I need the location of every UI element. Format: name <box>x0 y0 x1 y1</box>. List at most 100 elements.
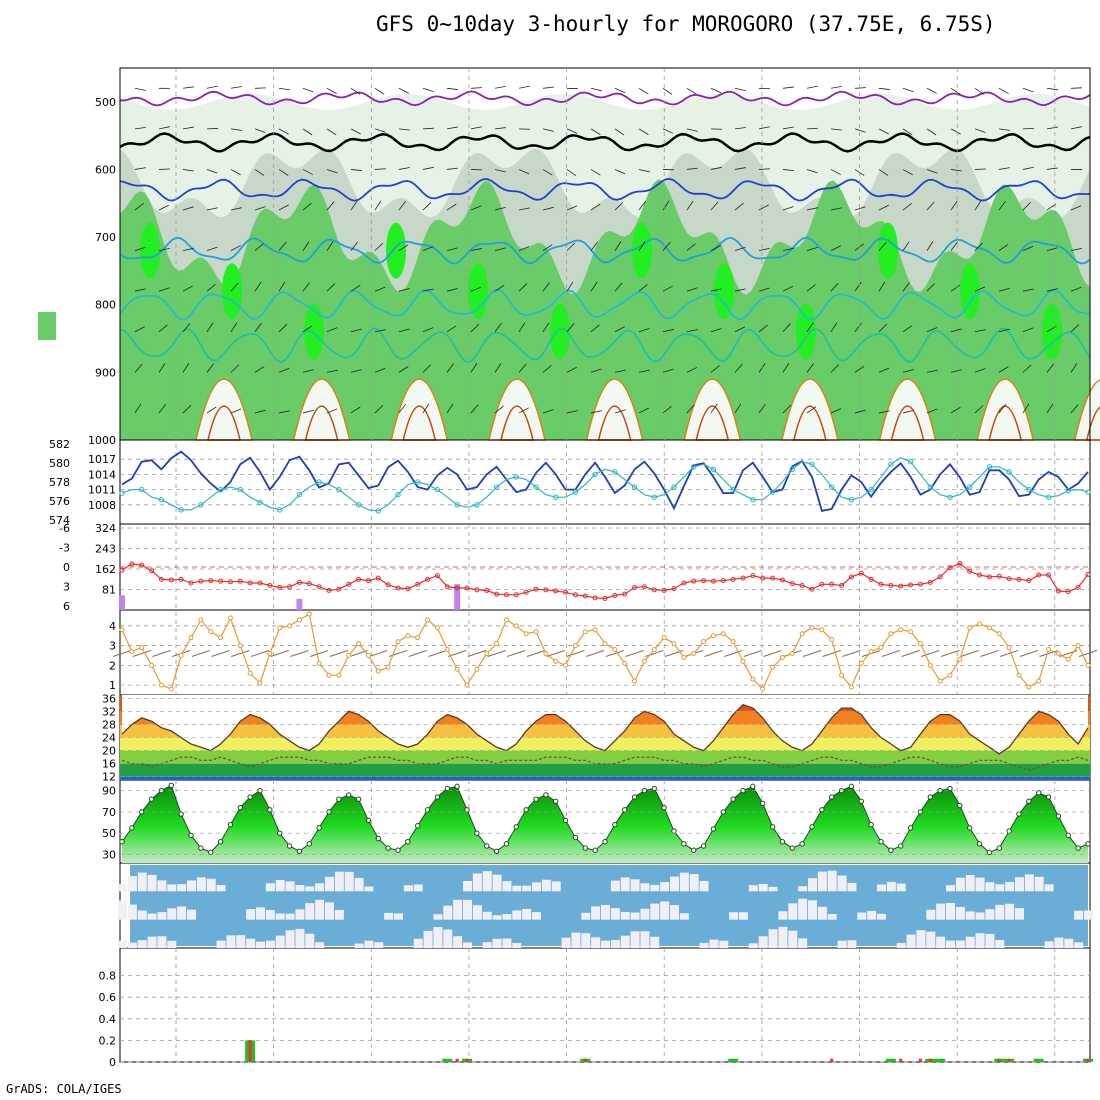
rh-point <box>700 843 707 849</box>
li-point <box>434 573 440 579</box>
li-point <box>612 592 618 598</box>
wind-barb <box>374 128 386 133</box>
wind-barb <box>638 241 646 251</box>
wind-barb <box>1070 286 1082 292</box>
wind-speed-point <box>454 666 460 672</box>
li-point <box>908 582 914 588</box>
wind-barb <box>446 403 454 414</box>
li-point <box>592 595 598 601</box>
wind-barb <box>422 127 435 130</box>
cloud-bar <box>808 900 817 920</box>
li-point <box>701 578 707 584</box>
temp-tick-label: 20 <box>102 745 116 758</box>
cloud-bar <box>502 938 512 948</box>
li-point <box>385 582 391 588</box>
cloud-bar <box>403 885 413 892</box>
wind-barb <box>830 85 842 89</box>
wind-barb <box>758 247 770 252</box>
wind-barb <box>446 363 454 373</box>
isotherm-line <box>119 236 1091 265</box>
wind-barb <box>590 281 598 292</box>
wind-speed-point <box>917 641 923 647</box>
wind-barb <box>734 403 742 414</box>
wind-speed-point <box>356 641 362 647</box>
li-point <box>829 581 835 587</box>
wind-speed-point <box>513 623 519 629</box>
wind-barb <box>806 85 818 89</box>
wind-barb <box>350 369 362 373</box>
cloud-bar <box>502 914 512 920</box>
wind-barb <box>734 127 746 130</box>
wind-speed-point <box>553 658 559 664</box>
wind-speed-point <box>1065 656 1071 662</box>
wind-barb <box>734 167 746 170</box>
slp-tick-label: 1017 <box>88 453 116 466</box>
rh-point <box>523 807 529 813</box>
rh-tick-label: 50 <box>102 827 116 840</box>
rh-point <box>779 839 786 845</box>
rh-area <box>122 785 1088 863</box>
wind-speed-point <box>1085 662 1091 668</box>
li-point <box>503 592 509 598</box>
wind-barb <box>758 204 769 211</box>
wind-barb <box>446 203 457 211</box>
precip-tick-label: 0.4 <box>99 1013 117 1026</box>
wind-speed-point <box>375 668 381 674</box>
wind-barb <box>998 328 1010 333</box>
dry-plume <box>1073 379 1100 441</box>
wind-barb <box>470 404 479 414</box>
wind-speed-point <box>385 664 391 670</box>
wind-speed-point <box>237 643 243 649</box>
wind-speed-point <box>503 617 509 623</box>
wind-barb <box>710 365 720 373</box>
wind-barb <box>950 369 962 373</box>
wind-barb <box>782 247 794 252</box>
wind-barb <box>446 247 458 252</box>
wind-barb <box>974 405 984 414</box>
thickness-point <box>829 484 835 490</box>
precip-tick-label: 0.8 <box>99 970 117 983</box>
rh-point <box>227 821 234 828</box>
wind-barb <box>902 325 913 333</box>
cloud-bar <box>127 876 137 892</box>
rh-point <box>217 839 224 845</box>
wind-barb <box>782 86 794 89</box>
wind-barb <box>638 169 650 173</box>
rh-point <box>316 825 322 831</box>
li-point <box>582 593 588 599</box>
thickness-point <box>848 497 855 503</box>
wind-speed-point <box>819 627 825 633</box>
cloud-bar <box>827 870 837 892</box>
cloud-bar <box>689 874 699 892</box>
wind-speed-point <box>523 631 529 637</box>
rh-point <box>730 796 736 802</box>
wind-barb <box>422 202 432 211</box>
wind-barb <box>638 87 649 95</box>
rh-point <box>493 848 500 854</box>
wind-barb <box>182 405 192 414</box>
wind-barb <box>686 287 698 292</box>
wind-barb <box>278 204 289 211</box>
cloud-bar <box>965 936 975 948</box>
rh-point <box>710 826 717 832</box>
wind-barb <box>518 85 530 89</box>
wind-barb <box>158 324 168 333</box>
wind-barb <box>734 326 746 333</box>
wind-barb <box>662 242 671 251</box>
rh-point <box>809 824 815 830</box>
wind-barb <box>542 365 552 373</box>
cloud-bar <box>877 884 886 892</box>
cloud-bar <box>118 900 127 920</box>
li-point <box>277 584 283 590</box>
wind-speed-point <box>267 650 273 656</box>
cloud-bar <box>1005 903 1015 920</box>
rh-point <box>957 802 963 809</box>
li-point <box>681 580 687 586</box>
wind-speed-point <box>425 617 431 623</box>
wind-barb <box>302 241 310 251</box>
wind-barb <box>326 369 338 373</box>
cloud-bar <box>354 877 364 892</box>
wind-barb <box>590 410 602 414</box>
wind-barb <box>950 328 962 333</box>
surface-wind-barb <box>408 650 427 657</box>
